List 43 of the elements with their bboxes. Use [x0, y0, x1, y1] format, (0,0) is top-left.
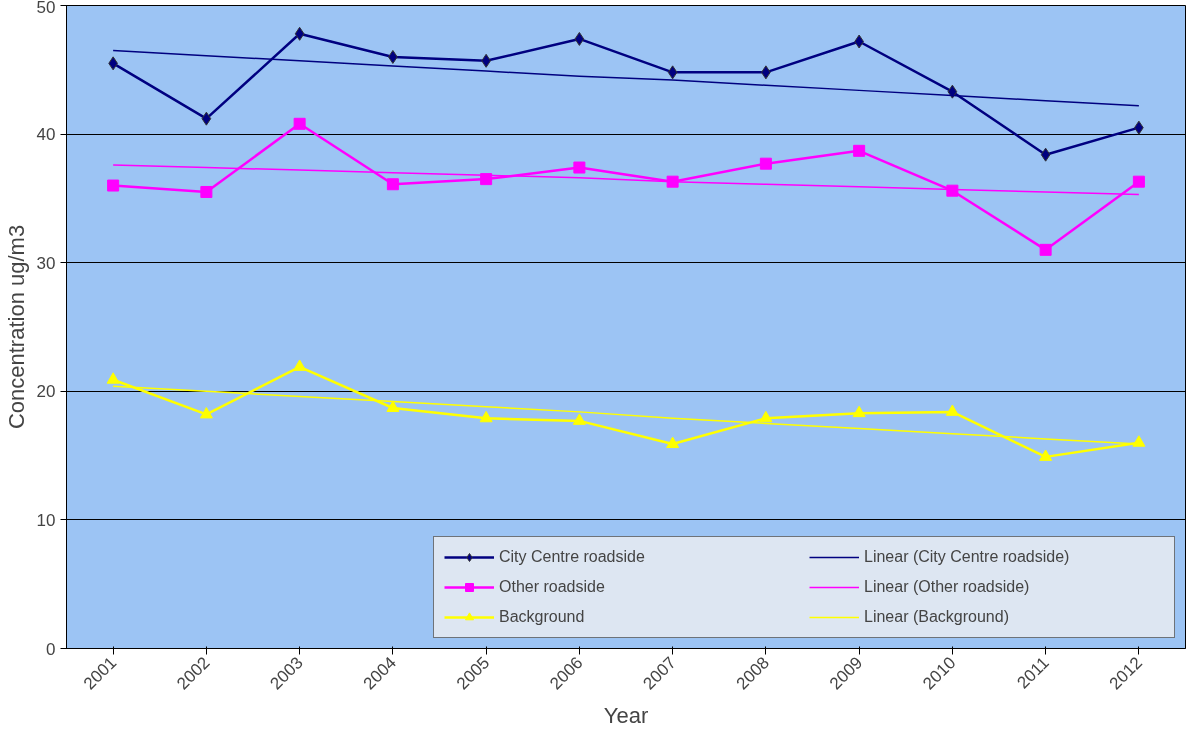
point [759, 157, 772, 170]
x-axis-title: Year [603, 702, 649, 728]
y-tick-label: 0 [46, 639, 56, 659]
point [1040, 147, 1051, 162]
point [294, 26, 305, 41]
point [479, 410, 493, 423]
legend-label: Linear (Other roadside) [864, 578, 1031, 596]
point [201, 111, 212, 126]
legend-label: City Centre roadside [499, 548, 646, 566]
point [1132, 435, 1146, 447]
y-tick-label: 50 [36, 0, 56, 17]
point [667, 65, 678, 80]
point [386, 400, 400, 412]
y-tick-label: 40 [36, 125, 56, 145]
point [200, 185, 213, 198]
point [199, 407, 213, 419]
point [572, 413, 586, 425]
y-tick-label: 20 [36, 382, 56, 402]
point [666, 436, 680, 448]
point [853, 144, 866, 157]
point [947, 84, 958, 99]
point [1132, 175, 1145, 188]
point [666, 175, 679, 188]
point [1039, 243, 1052, 256]
point [293, 359, 307, 371]
point [945, 404, 959, 416]
point [852, 405, 866, 418]
y-tick-label: 10 [36, 510, 56, 530]
point [573, 161, 586, 174]
point [574, 31, 585, 46]
point [946, 184, 959, 197]
point [386, 178, 399, 191]
y-tick-label: 30 [36, 253, 56, 273]
point [107, 179, 120, 192]
point [106, 372, 120, 384]
legend-label: Background [499, 608, 586, 626]
legend-label: Linear (City Centre roadside) [864, 548, 1071, 566]
y-axis-title: Concentration ug/m3 [3, 224, 29, 430]
point [1039, 449, 1053, 461]
legend-label: Other roadside [499, 578, 606, 596]
legend-label: Linear (Background) [864, 608, 1010, 626]
point [293, 117, 306, 130]
point [759, 410, 773, 423]
